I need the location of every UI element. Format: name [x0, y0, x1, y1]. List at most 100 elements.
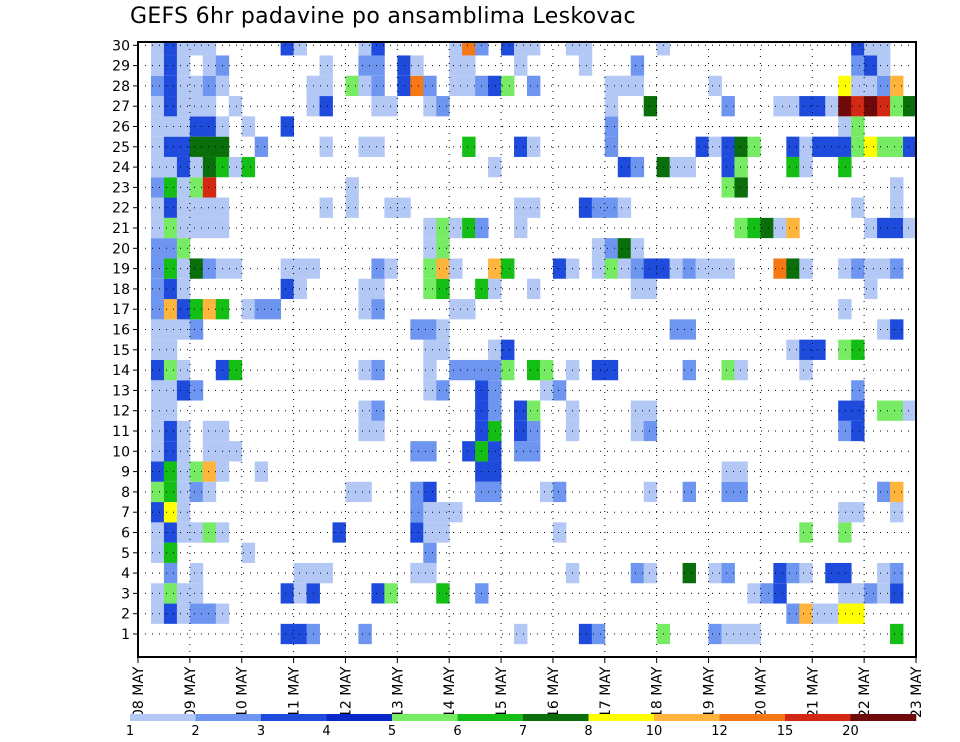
heatmap-cell	[189, 299, 204, 320]
heatmap-cell	[176, 116, 191, 137]
heatmap-cell	[630, 55, 645, 76]
y-tick-label: 30	[112, 38, 130, 54]
heatmap-cell	[838, 156, 852, 178]
heatmap-cell	[150, 217, 165, 239]
heatmap-cell	[280, 42, 294, 56]
colorbar-label: 12	[711, 724, 728, 739]
heatmap-cell	[643, 258, 658, 279]
heatmap-cell	[228, 441, 243, 462]
heatmap-cell	[228, 96, 243, 117]
heatmap-cell	[877, 75, 891, 97]
heatmap-cell	[358, 75, 372, 97]
heatmap-cell	[436, 238, 450, 259]
heatmap-cell	[514, 217, 528, 239]
colorbar-swatch	[195, 714, 262, 721]
heatmap-cell	[578, 623, 593, 645]
heatmap-cell	[604, 258, 619, 279]
heatmap-cell	[228, 156, 243, 178]
heatmap-cell	[669, 319, 683, 340]
heatmap-cell	[202, 177, 217, 198]
heatmap-cell	[241, 542, 256, 563]
heatmap-cell	[267, 299, 282, 320]
heatmap-cell	[423, 441, 437, 462]
heatmap-cell	[773, 258, 787, 279]
heatmap-cell	[202, 441, 217, 462]
heatmap-cell	[527, 75, 541, 97]
heatmap-cell	[851, 380, 865, 401]
heatmap-cell	[163, 603, 178, 624]
heatmap-cell	[890, 623, 904, 645]
heatmap-cell	[501, 339, 515, 360]
heatmap-cell	[864, 55, 878, 76]
heatmap-cell	[604, 238, 619, 259]
heatmap-cell	[163, 522, 178, 543]
y-tick-label: 10	[112, 444, 130, 460]
heatmap-cell	[358, 42, 372, 56]
heatmap-cell	[150, 75, 165, 97]
heatmap-cell	[202, 116, 217, 137]
heatmap-cell	[189, 258, 204, 279]
heatmap-cell	[527, 278, 541, 300]
heatmap-cell	[449, 299, 463, 320]
heatmap-cell	[163, 278, 178, 300]
y-tick-label: 1	[121, 627, 130, 643]
heatmap-cell	[202, 156, 217, 178]
heatmap-cell	[514, 197, 528, 218]
heatmap-cell	[527, 359, 541, 381]
heatmap-cell	[890, 319, 904, 340]
heatmap-cell	[176, 441, 191, 462]
heatmap-cell	[332, 522, 346, 543]
y-tick-label: 24	[112, 160, 130, 176]
heatmap-cell	[721, 136, 735, 157]
x-tick-label: 15 MAY	[494, 666, 510, 718]
heatmap-cell	[527, 400, 541, 421]
heatmap-cell	[877, 55, 891, 76]
heatmap-cell	[150, 461, 165, 482]
heatmap-cell	[890, 217, 904, 239]
heatmap-cell	[682, 258, 696, 279]
heatmap-cell	[488, 75, 502, 97]
heatmap-cell	[202, 522, 217, 543]
heatmap-cell	[890, 177, 904, 198]
y-tick-label: 17	[112, 302, 130, 318]
heatmap-cell	[890, 96, 904, 117]
heatmap-cells	[150, 42, 917, 645]
heatmap-cell	[552, 380, 567, 401]
colorbar-label: 8	[584, 724, 592, 739]
heatmap-cell	[838, 603, 852, 624]
heatmap-cell	[527, 42, 541, 56]
heatmap-cell	[150, 441, 165, 462]
heatmap-cell	[241, 299, 256, 320]
heatmap-cell	[163, 502, 178, 523]
heatmap-cell	[163, 420, 178, 442]
heatmap-cell	[734, 217, 748, 239]
x-tick-label: 12 MAY	[339, 666, 355, 718]
heatmap-cell	[864, 258, 878, 279]
heatmap-cell	[734, 359, 748, 381]
heatmap-cell	[319, 197, 333, 218]
x-tick-label: 18 MAY	[650, 666, 666, 718]
heatmap-cell	[163, 400, 178, 421]
heatmap-cell	[630, 238, 645, 259]
heatmap-cell	[760, 217, 774, 239]
heatmap-cell	[721, 258, 735, 279]
heatmap-cell	[202, 217, 217, 239]
heatmap-cell	[760, 583, 774, 604]
heatmap-cell	[163, 359, 178, 381]
colorbar-label: 3	[257, 724, 265, 739]
heatmap-cell	[423, 238, 437, 259]
heatmap-cell	[812, 603, 826, 624]
heatmap-cell	[345, 75, 359, 97]
heatmap-cell	[176, 75, 191, 97]
heatmap-cell	[721, 481, 735, 503]
heatmap-cell	[436, 380, 450, 401]
heatmap-cell	[721, 461, 735, 482]
heatmap-cell	[202, 75, 217, 97]
heatmap-cell	[721, 359, 735, 381]
heatmap-cell	[176, 55, 191, 76]
x-tick-label: 20 MAY	[753, 666, 769, 718]
heatmap-cell	[436, 96, 450, 117]
heatmap-cell	[371, 75, 385, 97]
heatmap-cell	[150, 400, 165, 421]
heatmap-cell	[163, 55, 178, 76]
